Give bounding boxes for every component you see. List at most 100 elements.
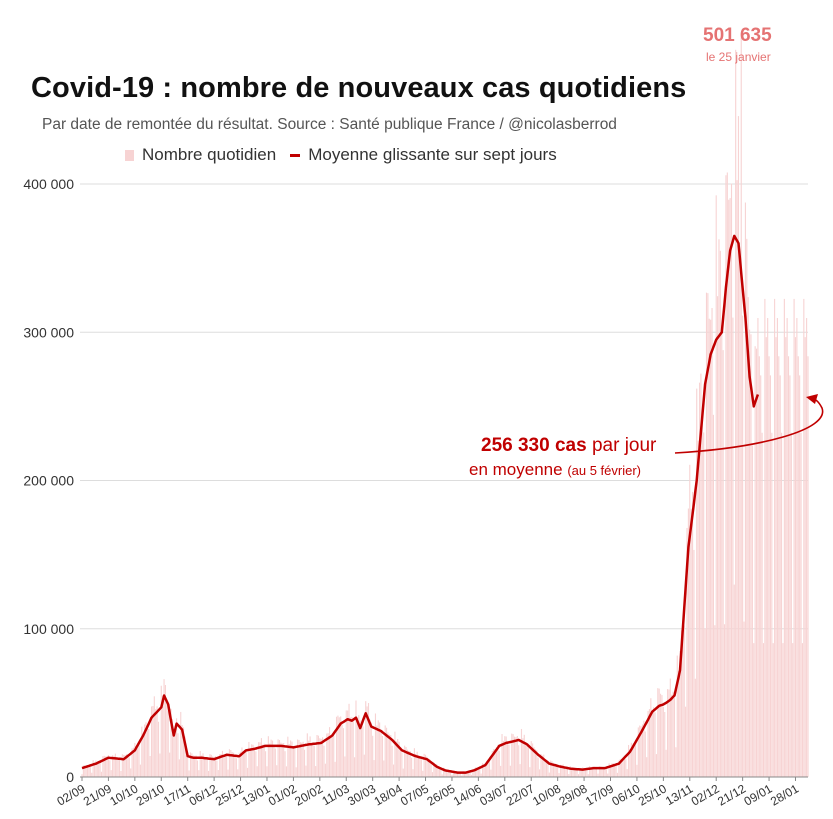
daily-bar: [244, 749, 246, 777]
average-annotation-text: en moyenne: [469, 460, 563, 479]
daily-bar: [483, 764, 485, 777]
daily-bar: [527, 747, 530, 777]
daily-bar: [302, 741, 304, 777]
daily-bar: [380, 731, 382, 777]
y-tick-label: 300 000: [23, 324, 74, 340]
daily-bar: [459, 772, 461, 777]
daily-bar: [120, 770, 122, 777]
daily-bar: [666, 689, 669, 777]
daily-bar: [589, 766, 591, 777]
daily-bar: [130, 768, 132, 777]
average-annotation-unit: par jour: [591, 435, 657, 456]
daily-bar: [723, 624, 726, 777]
daily-bar: [692, 491, 694, 777]
daily-bar: [708, 318, 710, 777]
daily-bar: [164, 685, 167, 777]
daily-bar: [173, 731, 175, 777]
daily-bar: [362, 726, 364, 777]
daily-bar: [409, 751, 411, 777]
daily-bar: [201, 755, 203, 777]
daily-bar: [124, 755, 126, 777]
daily-bar: [450, 771, 452, 777]
daily-bar: [412, 769, 414, 777]
daily-bar: [523, 734, 525, 777]
daily-bar: [92, 760, 94, 777]
daily-bar: [590, 767, 592, 777]
daily-bar: [764, 298, 766, 777]
daily-bar: [110, 770, 112, 777]
legend: Nombre quotidien Moyenne glissante sur s…: [125, 145, 557, 165]
daily-bar: [722, 350, 724, 777]
y-axis-labels: 0 100 000 200 000 300 000 400 000: [23, 176, 74, 785]
daily-bar: [298, 739, 300, 777]
daily-bar: [761, 432, 763, 777]
daily-bar: [262, 744, 264, 777]
daily-bar: [365, 701, 367, 777]
daily-bar: [646, 757, 648, 777]
daily-bar: [469, 771, 471, 777]
daily-bar: [312, 742, 314, 777]
daily-bar: [650, 698, 652, 777]
daily-bar: [376, 725, 378, 777]
daily-bar: [363, 754, 365, 777]
daily-bar: [287, 736, 289, 777]
daily-bar: [669, 678, 671, 777]
daily-bar: [732, 317, 734, 777]
daily-bar: [137, 743, 139, 777]
legend-line-swatch: [290, 153, 301, 157]
daily-bar: [577, 774, 580, 777]
daily-bar: [373, 760, 375, 777]
daily-bar: [420, 758, 422, 777]
daily-bar: [608, 763, 610, 777]
daily-bar: [370, 722, 372, 777]
daily-bar: [258, 742, 260, 777]
daily-bar: [169, 752, 171, 777]
daily-bar: [309, 736, 311, 777]
daily-bar: [238, 752, 240, 777]
daily-bar: [187, 757, 189, 777]
daily-bar: [348, 703, 350, 777]
daily-bar: [757, 318, 759, 777]
daily-bar: [117, 757, 119, 777]
daily-bar: [273, 745, 275, 777]
daily-bar: [334, 761, 336, 777]
daily-bar: [696, 388, 698, 777]
daily-bar: [760, 375, 762, 777]
daily-bar: [616, 772, 619, 777]
daily-bar: [552, 762, 555, 777]
daily-bar: [529, 767, 531, 777]
daily-bar: [614, 764, 616, 777]
daily-bar: [468, 771, 470, 777]
daily-bar: [206, 759, 208, 777]
legend-bars-label: Nombre quotidien: [142, 145, 277, 164]
daily-bar: [481, 763, 484, 777]
daily-bar: [369, 719, 371, 777]
daily-bar: [96, 762, 98, 777]
daily-bar: [87, 765, 89, 777]
daily-bar: [491, 750, 493, 777]
daily-bar: [233, 752, 235, 777]
daily-bar: [615, 765, 617, 777]
daily-bar: [274, 748, 276, 777]
daily-bar: [290, 740, 292, 777]
daily-bar: [539, 769, 541, 777]
daily-bar: [153, 696, 155, 777]
daily-bar: [582, 767, 584, 777]
daily-bar: [381, 735, 383, 777]
daily-bar: [405, 746, 407, 777]
daily-bar: [278, 740, 281, 777]
daily-bar: [800, 432, 802, 777]
daily-bar: [388, 734, 390, 777]
daily-bar: [557, 767, 559, 777]
daily-bar: [433, 762, 435, 777]
daily-bar: [322, 737, 324, 777]
daily-bar: [787, 356, 790, 777]
daily-bar: [227, 769, 229, 777]
daily-bar: [157, 721, 160, 777]
daily-bar: [294, 749, 296, 777]
daily-bar: [219, 754, 221, 777]
daily-bar: [561, 765, 563, 777]
daily-bar: [502, 740, 504, 777]
daily-bar: [394, 731, 396, 777]
daily-bar: [366, 706, 368, 777]
